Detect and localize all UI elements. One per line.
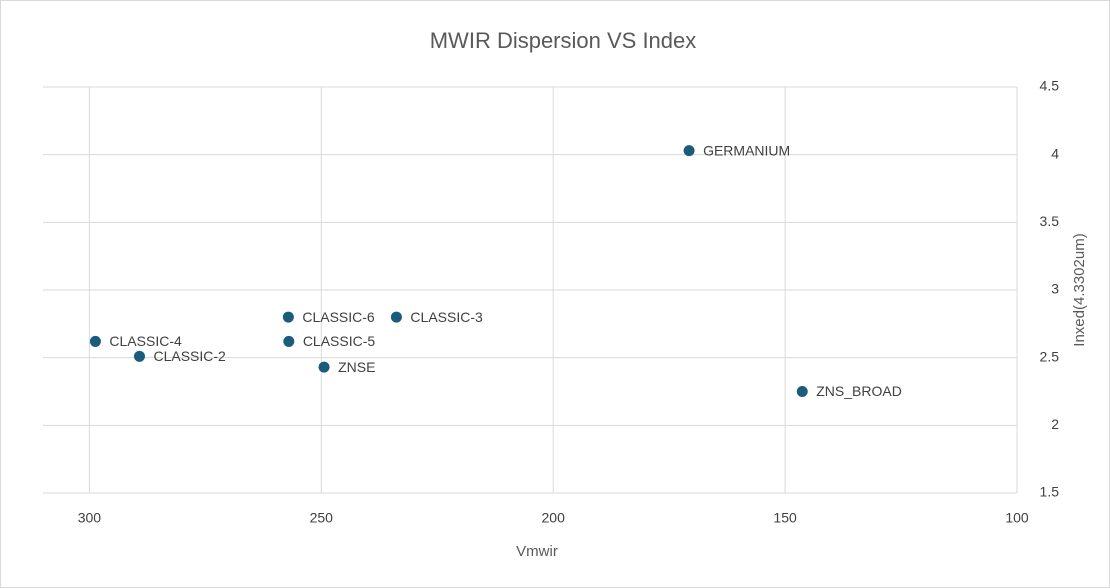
- data-label: CLASSIC-4: [109, 333, 182, 349]
- point: [318, 361, 330, 373]
- data-label: ZNSE: [338, 359, 375, 375]
- x-tick-label: 200: [542, 510, 566, 526]
- y-tick-label: 3: [1051, 281, 1059, 297]
- y-tick-label: 1.5: [1040, 484, 1060, 500]
- data-label: CLASSIC-2: [153, 348, 226, 364]
- point: [796, 386, 808, 397]
- point: [390, 311, 402, 323]
- point: [683, 145, 695, 157]
- y-tick-label: 4.5: [1040, 78, 1060, 94]
- x-tick-label: 300: [78, 510, 102, 526]
- y-tick-label: 4: [1051, 145, 1059, 161]
- x-axis-title: Vmwir: [516, 543, 558, 560]
- data-label: ZNS_BROAD: [816, 383, 902, 399]
- y-tick-label: 3.5: [1040, 213, 1060, 229]
- x-tick-label: 150: [773, 510, 797, 526]
- data-label: CLASSIC-6: [302, 309, 375, 325]
- y-tick-label: 2: [1051, 416, 1059, 432]
- point: [282, 311, 294, 323]
- point: [89, 335, 101, 347]
- x-tick-label: 100: [1005, 510, 1029, 526]
- chart-title: MWIR Dispersion VS Index: [430, 28, 697, 53]
- data-label: CLASSIC-5: [303, 333, 376, 349]
- y-axis-title: Inxed(4.3302um): [1071, 233, 1088, 346]
- y-tick-label: 2.5: [1040, 348, 1060, 364]
- x-tick-label: 250: [310, 510, 334, 526]
- data-label: GERMANIUM: [703, 142, 790, 158]
- point: [283, 335, 295, 347]
- point: [133, 350, 145, 362]
- data-label: CLASSIC-3: [410, 309, 483, 325]
